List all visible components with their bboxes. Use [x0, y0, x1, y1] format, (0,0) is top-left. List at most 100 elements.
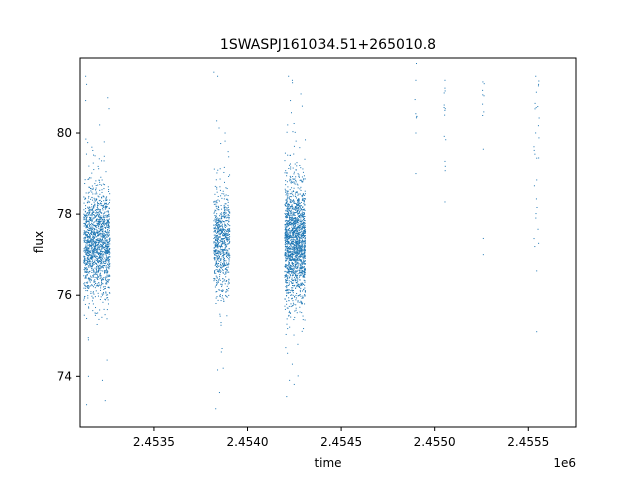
data-point-1907 [228, 279, 230, 281]
data-point-1867 [215, 217, 217, 219]
data-point-3601 [286, 216, 288, 218]
data-point-3087 [304, 222, 306, 224]
data-point-262 [91, 284, 92, 286]
data-point-1065 [102, 235, 104, 237]
data-point-2215 [218, 392, 220, 394]
data-point-3380 [302, 223, 304, 225]
data-point-2656 [300, 237, 302, 239]
data-point-1653 [217, 169, 219, 171]
data-point-96 [106, 256, 108, 258]
data-point-3108 [303, 270, 305, 272]
data-point-2148 [224, 195, 226, 197]
data-point-450 [96, 214, 98, 216]
data-point-3262 [290, 312, 292, 314]
data-point-1505 [101, 379, 103, 381]
data-point-2620 [297, 232, 299, 234]
data-point-780 [93, 197, 95, 199]
data-point-3122 [288, 271, 290, 273]
data-point-3111 [289, 274, 291, 276]
data-point-1989 [215, 251, 217, 253]
data-point-456 [101, 239, 103, 241]
data-point-2156 [219, 219, 221, 221]
data-point-1033 [93, 237, 95, 239]
data-point-2956 [294, 217, 296, 219]
data-point-699 [100, 284, 102, 286]
data-point-2135 [223, 216, 225, 218]
data-point-2001 [225, 294, 227, 296]
data-point-3420 [298, 220, 299, 222]
data-point-2130 [221, 258, 223, 260]
data-point-375 [98, 253, 100, 255]
data-point-1457 [104, 298, 106, 300]
data-point-3506 [302, 267, 304, 269]
data-point-2787 [295, 275, 297, 277]
data-point-1908 [216, 223, 218, 225]
data-point-275 [90, 238, 92, 240]
data-point-2859 [291, 283, 293, 285]
data-point-846 [86, 231, 88, 233]
data-point-2011 [215, 179, 217, 181]
data-point-1808 [216, 240, 218, 242]
data-point-1897 [221, 208, 223, 210]
data-point-3615 [301, 253, 303, 255]
data-point-1379 [107, 303, 109, 305]
data-point-3895 [294, 222, 296, 224]
data-point-2190 [229, 236, 231, 238]
data-point-1961 [223, 240, 225, 242]
data-point-340 [99, 239, 101, 241]
data-point-592 [104, 249, 106, 251]
data-point-889 [99, 228, 101, 230]
data-point-1939 [227, 243, 229, 245]
data-point-784 [106, 258, 108, 260]
data-point-3831 [300, 223, 302, 225]
data-point-1306 [103, 249, 105, 251]
data-point-1511 [215, 220, 217, 222]
data-point-3828 [302, 206, 304, 208]
data-point-35 [86, 254, 88, 256]
data-point-3589 [288, 262, 290, 264]
data-point-2125 [214, 231, 216, 233]
data-point-3872 [296, 255, 298, 257]
data-point-869 [106, 199, 108, 201]
data-point-1128 [102, 245, 104, 247]
data-point-3969 [538, 117, 540, 119]
data-point-2089 [226, 262, 228, 264]
data-point-3497 [290, 222, 292, 224]
data-point-3854 [304, 245, 306, 247]
data-point-2433 [292, 232, 294, 234]
data-point-3679 [295, 202, 297, 204]
data-point-3668 [298, 202, 300, 204]
data-point-2199 [214, 216, 216, 218]
data-point-286 [107, 244, 109, 246]
data-point-1741 [219, 315, 221, 317]
data-point-922 [107, 224, 109, 226]
data-point-235 [83, 240, 85, 242]
data-point-1236 [101, 251, 103, 253]
data-point-226 [88, 195, 90, 197]
data-point-3452 [286, 255, 288, 257]
data-point-2514 [302, 218, 304, 220]
data-point-2929 [289, 164, 291, 166]
data-point-2378 [301, 239, 303, 241]
data-point-3201 [288, 314, 290, 316]
data-point-2498 [292, 264, 294, 266]
data-point-1210 [93, 233, 95, 235]
data-point-3154 [289, 154, 291, 156]
data-point-967 [93, 234, 95, 236]
data-point-3979 [537, 106, 539, 108]
data-point-3897 [298, 247, 300, 249]
data-point-3464 [286, 205, 288, 207]
data-point-698 [96, 251, 98, 253]
data-point-3214 [297, 224, 299, 226]
data-point-3665 [304, 208, 306, 210]
data-point-683 [91, 269, 93, 271]
data-point-1954 [225, 235, 227, 237]
data-point-2873 [301, 242, 303, 244]
data-point-3018 [292, 236, 294, 238]
data-point-586 [106, 257, 108, 259]
data-point-848 [103, 200, 105, 202]
data-point-3460 [298, 250, 300, 252]
data-point-684 [87, 262, 89, 264]
data-point-542 [104, 208, 106, 210]
data-point-3951 [444, 160, 446, 162]
